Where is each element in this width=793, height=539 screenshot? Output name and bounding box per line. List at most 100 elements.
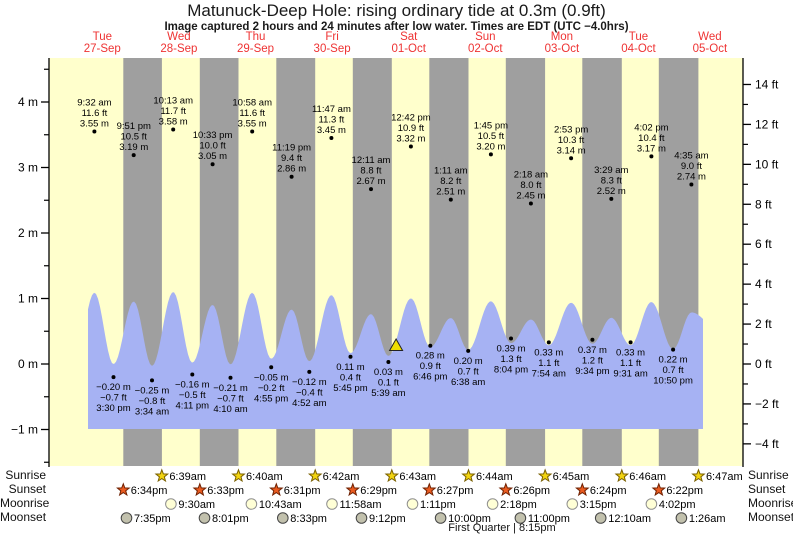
low-tide-dot [269, 365, 274, 370]
low-tide-ft: −0.8 ft [139, 396, 166, 407]
low-tide-dot [546, 340, 551, 345]
sunrise-row-label-right: Sunrise [748, 468, 789, 482]
high-tide-time: 9:51 pm [117, 121, 151, 132]
right-tick-label: 14 ft [755, 77, 779, 91]
moonrise-icon [326, 498, 338, 510]
moonset-time: 9:12pm [369, 513, 406, 525]
low-tide-ft: 1.1 ft [538, 358, 559, 369]
low-tide-m: 0.20 m [454, 356, 483, 367]
moonset-icon [514, 512, 527, 524]
high-tide-m: 2.51 m [436, 187, 465, 198]
sunrise-time: 6:44am [476, 471, 513, 483]
low-tide-ft: −0.5 ft [179, 390, 206, 401]
low-tide-time: 9:34 pm [575, 366, 609, 377]
moonset-icon [277, 512, 289, 524]
moonset-time: 7:35pm [134, 513, 171, 525]
low-tide-ft: 0.9 ft [420, 361, 441, 372]
sunset-time: 6:24pm [590, 485, 627, 497]
sunset-icon [116, 482, 131, 497]
high-tide-dot [689, 182, 694, 187]
high-tide-dot [569, 156, 574, 161]
high-tide-ft: 10.9 ft [398, 123, 425, 134]
day-date-label: 03-Oct [545, 43, 580, 55]
sunrise-icon [231, 468, 246, 483]
sunrise-time: 6:46am [629, 471, 666, 483]
high-tide-ft: 10.4 ft [638, 133, 665, 144]
high-tide-m: 3.55 m [238, 118, 267, 129]
moonset-icon [198, 512, 211, 524]
high-tide-dot [609, 196, 614, 201]
high-tide-m: 3.32 m [396, 134, 425, 145]
sunrise-icon [614, 468, 630, 483]
right-axis-ticks: 14 ft 12 ft 10 ft 8 ft 6 ft 4 ft 2 ft 0 ft −2 ft… [743, 77, 779, 451]
moonset-icon [120, 512, 133, 524]
high-tide-m: 3.17 m [637, 143, 666, 154]
moonrise-row: 9:30am 10:43am 11:58am 1:11pm 2:18pm 3:15pm 4:… [165, 498, 696, 511]
day-name-label: Mon [551, 31, 573, 43]
high-tide-ft: 8.3 ft [601, 175, 622, 186]
sunset-icon [345, 482, 361, 497]
high-tide-ft: 10.5 ft [478, 131, 505, 142]
low-tide-ft: 1.1 ft [620, 358, 641, 369]
moonrise-time: 1:11pm [420, 499, 456, 511]
right-tick-label: 12 ft [755, 117, 779, 131]
day-name-label: Tue [629, 31, 648, 43]
low-tide-time: 3:30 pm [96, 403, 130, 414]
low-tide-m: −0.21 m [213, 383, 248, 394]
high-tide-m: 3.05 m [198, 151, 227, 162]
sunset-icon [192, 482, 208, 497]
high-tide-ft: 10.5 ft [121, 132, 148, 143]
high-tide-dot [649, 154, 654, 159]
high-tide-m: 3.19 m [119, 142, 148, 153]
moonset-time: 8:33pm [290, 513, 327, 525]
tide-curve-area [88, 292, 703, 429]
low-tide-ft: 0.4 ft [340, 372, 361, 383]
right-tick-label: −4 ft [755, 437, 779, 451]
low-tide-time: 3:34 am [135, 406, 169, 417]
low-tide-ft: 1.2 ft [582, 355, 603, 366]
sunrise-icon [461, 468, 476, 483]
moonset-time: 8:01pm [212, 513, 249, 525]
high-tide-time: 2:53 pm [554, 124, 588, 135]
day-date-label: 01-Oct [391, 43, 426, 55]
low-tide-ft: −0.7 ft [100, 393, 127, 404]
high-tide-ft: 10.0 ft [199, 141, 226, 152]
moonset-row-label-left: Moonset [0, 510, 47, 524]
high-tide-m: 2.67 m [356, 176, 385, 187]
moonset-row-label-right: Moonset [748, 510, 793, 524]
low-tide-ft: −0.7 ft [217, 393, 244, 404]
low-tide-time: 5:39 am [371, 388, 405, 399]
moonrise-icon [566, 498, 579, 510]
sunrise-icon [691, 468, 706, 483]
high-tide-m: 3.45 m [317, 125, 346, 136]
moonset-time: 10:00pm [448, 513, 491, 525]
low-tide-ft: 0.7 ft [663, 365, 684, 376]
sunrise-time: 6:43am [399, 471, 436, 483]
moonrise-time: 11:58am [339, 499, 381, 511]
high-tide-dot [448, 197, 453, 202]
page-title: Matunuck-Deep Hole: rising ordinary tide… [187, 1, 606, 20]
sunset-icon [269, 482, 284, 497]
sunset-icon [575, 482, 590, 497]
low-tide-ft: 0.1 ft [378, 378, 399, 389]
current-time-marker [388, 337, 404, 351]
high-tide-time: 2:18 am [514, 170, 548, 181]
high-tide-time: 11:47 am [312, 104, 351, 115]
low-tide-m: 0.39 m [497, 343, 526, 354]
moonrise-row-label-right: Moonrise [748, 496, 793, 510]
high-tide-ft: 8.8 ft [360, 166, 381, 177]
low-tide-m: −0.12 m [292, 377, 327, 388]
low-tide-m: 0.03 m [374, 367, 403, 378]
low-tide-time: 4:55 pm [254, 393, 288, 404]
sunset-icon [651, 482, 667, 497]
high-tide-ft: 11.7 ft [160, 106, 186, 117]
low-tide-m: 0.28 m [416, 351, 445, 362]
day-name-label: Sat [400, 31, 418, 43]
low-tide-dot [628, 340, 633, 345]
sunset-time: 6:22pm [666, 485, 703, 497]
right-tick-label: 8 ft [755, 197, 772, 211]
day-date-label: 27-Sep [84, 43, 121, 55]
high-tide-time: 4:02 pm [634, 122, 668, 133]
sunrise-row-label-left: Sunrise [5, 468, 46, 482]
high-tide-time: 4:35 am [674, 151, 708, 162]
